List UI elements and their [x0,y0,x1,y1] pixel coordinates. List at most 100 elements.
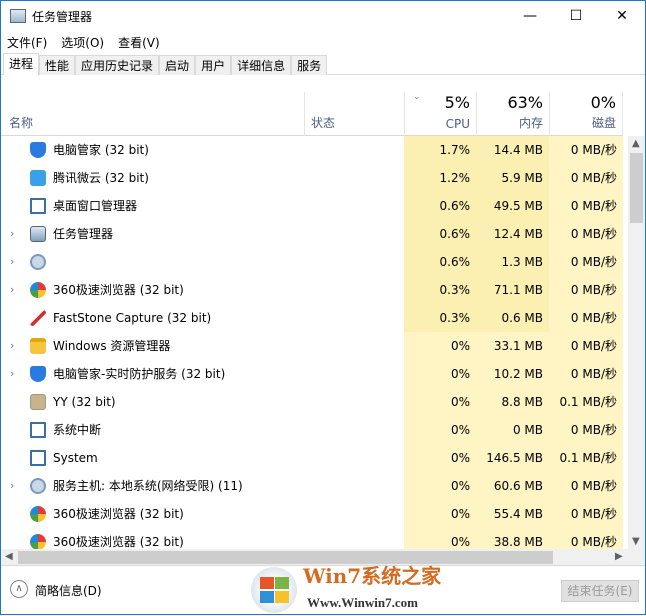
disk-cell: 0 MB/秒 [549,164,623,192]
disk-cell: 0.1 MB/秒 [549,444,623,472]
tab-users[interactable]: 用户 [195,55,232,75]
cpu-total: 5% [444,93,470,112]
fewer-details-link[interactable]: 简略信息(D) [35,584,102,598]
vertical-scroll-thumb[interactable] [630,153,643,223]
memory-cell: 38.8 MB [476,528,549,549]
tab-performance[interactable]: 性能 [39,55,76,75]
browser-360-icon [30,506,46,522]
window-icon [30,450,46,466]
tab-processes[interactable]: 进程 [3,53,40,76]
header-status[interactable]: 状态 [304,92,404,136]
process-row[interactable]: 电脑管家 (32 bit) 1.7% 14.4 MB 0 MB/秒 [1,136,627,164]
menu-options[interactable]: 选项(O) [61,35,105,50]
horizontal-scroll-thumb[interactable] [18,551,553,564]
process-name: 360极速浏览器 (32 bit) [53,507,184,521]
expand-chevron-icon[interactable]: › [10,339,15,352]
process-name: System [53,451,98,465]
header-disk[interactable]: 0% 磁盘 [549,92,623,136]
process-row[interactable]: 360极速浏览器 (32 bit) 0% 38.8 MB 0 MB/秒 [1,528,627,549]
disk-cell: 0 MB/秒 [549,192,623,220]
disk-cell: 0 MB/秒 [549,220,623,248]
horizontal-scrollbar[interactable]: ◀ ▶ [1,549,645,566]
cpu-cell: 0.6% [404,220,476,248]
memory-cell: 55.4 MB [476,500,549,528]
cpu-cell: 0% [404,360,476,388]
yy-icon [30,394,46,410]
tab-startup[interactable]: 启动 [159,55,196,75]
disk-cell: 0 MB/秒 [549,304,623,332]
end-task-button[interactable]: 结束任务(E) [561,580,639,602]
process-name: 360极速浏览器 (32 bit) [53,535,184,549]
scroll-right-icon[interactable]: ▶ [615,551,623,562]
tab-services[interactable]: 服务 [291,55,328,75]
disk-cell: 0 MB/秒 [549,500,623,528]
expand-chevron-icon[interactable]: › [10,255,15,268]
menu-file[interactable]: 文件(F) [7,35,48,50]
process-row[interactable]: FastStone Capture (32 bit) 0.3% 0.6 MB 0… [1,304,627,332]
tab-bar: 进程 性能 应用历史记录 启动 用户 详细信息 服务 [1,53,645,76]
cpu-cell: 0% [404,500,476,528]
process-row[interactable]: YY (32 bit) 0% 8.8 MB 0.1 MB/秒 [1,388,627,416]
process-row[interactable]: 腾讯微云 (32 bit) 1.2% 5.9 MB 0 MB/秒 [1,164,627,192]
process-row[interactable]: › 任务管理器 0.6% 12.4 MB 0 MB/秒 [1,220,627,248]
scroll-up-icon[interactable]: ▲ [632,138,640,149]
chevron-up-icon[interactable]: ∧ [10,580,28,598]
memory-cell: 0.6 MB [476,304,549,332]
memory-cell: 71.1 MB [476,276,549,304]
memory-cell: 1.3 MB [476,248,549,276]
process-row[interactable]: 360极速浏览器 (32 bit) 0% 55.4 MB 0 MB/秒 [1,500,627,528]
memory-cell: 14.4 MB [476,136,549,164]
disk-cell: 0 MB/秒 [549,360,623,388]
tab-app-history[interactable]: 应用历史记录 [75,55,160,75]
cpu-cell: 0% [404,528,476,549]
expand-chevron-icon[interactable]: › [10,367,15,380]
scroll-down-icon[interactable]: ▼ [632,536,640,547]
disk-cell: 0 MB/秒 [549,472,623,500]
process-row[interactable]: › 360极速浏览器 (32 bit) 0.3% 71.1 MB 0 MB/秒 [1,276,627,304]
process-row[interactable]: › 0.6% 1.3 MB 0 MB/秒 [1,248,627,276]
header-name[interactable]: 名称 [1,92,304,136]
vertical-scrollbar[interactable]: ▲ ▼ [628,136,645,549]
process-row[interactable]: 系统中断 0% 0 MB 0 MB/秒 [1,416,627,444]
header-cpu[interactable]: ⌄ 5% CPU [404,92,476,136]
gear-icon [30,478,46,494]
expand-chevron-icon[interactable]: › [10,283,15,296]
close-button[interactable]: ✕ [616,8,628,24]
memory-cell: 49.5 MB [476,192,549,220]
maximize-button[interactable]: ☐ [569,8,583,24]
disk-cell: 0 MB/秒 [549,416,623,444]
process-name: 桌面窗口管理器 [53,199,138,213]
cpu-cell: 0% [404,332,476,360]
disk-total: 0% [590,93,616,112]
process-row[interactable]: 桌面窗口管理器 0.6% 49.5 MB 0 MB/秒 [1,192,627,220]
disk-cell: 0 MB/秒 [549,332,623,360]
process-row[interactable]: › 电脑管家-实时防护服务 (32 bit) 0% 10.2 MB 0 MB/秒 [1,360,627,388]
process-row[interactable]: › Windows 资源管理器 0% 33.1 MB 0 MB/秒 [1,332,627,360]
process-row[interactable]: System 0% 146.5 MB 0.1 MB/秒 [1,444,627,472]
memory-cell: 5.9 MB [476,164,549,192]
tab-details[interactable]: 详细信息 [231,55,292,75]
scroll-left-icon[interactable]: ◀ [5,551,13,562]
window-icon [30,198,46,214]
expand-chevron-icon[interactable]: › [10,227,15,240]
process-list: 电脑管家 (32 bit) 1.7% 14.4 MB 0 MB/秒 腾讯微云 (… [1,136,627,549]
process-name: 腾讯微云 (32 bit) [53,171,149,185]
expand-chevron-icon[interactable]: › [10,479,15,492]
cpu-cell: 0% [404,472,476,500]
cloud-icon [30,170,46,186]
cpu-cell: 1.2% [404,164,476,192]
header-status-label: 状态 [311,116,336,130]
process-name: Windows 资源管理器 [53,339,171,353]
disk-cell: 0 MB/秒 [549,528,623,549]
footer: ∧ 简略信息(D) 结束任务(E) [1,567,645,614]
header-memory[interactable]: 63% 内存 [476,92,549,136]
memory-cell: 0 MB [476,416,549,444]
menu-view[interactable]: 查看(V) [118,35,160,50]
folder-icon [30,338,46,354]
memory-cell: 60.6 MB [476,472,549,500]
process-row[interactable]: › 服务主机: 本地系统(网络受限) (11) 0% 60.6 MB 0 MB/… [1,472,627,500]
disk-cell: 0.1 MB/秒 [549,388,623,416]
minimize-button[interactable]: — [523,8,537,24]
cpu-cell: 0.3% [404,304,476,332]
gear-icon [30,254,46,270]
